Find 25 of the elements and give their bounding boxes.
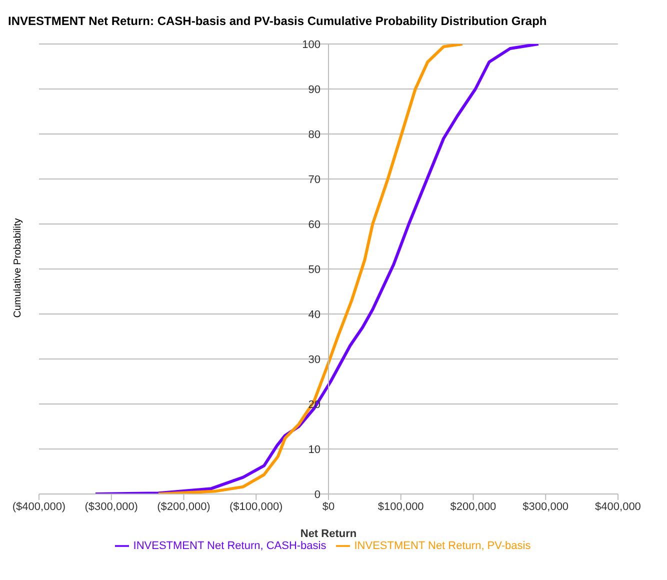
y-axis-title: Cumulative Probability [12, 218, 24, 318]
y-tick-label: 40 [308, 309, 320, 321]
y-tick-label: 80 [308, 129, 320, 141]
x-tick-label: ($400,000) [12, 500, 66, 513]
legend-label: INVESTMENT Net Return, CASH-basis [133, 540, 326, 552]
x-tick-label: ($100,000) [230, 500, 283, 513]
y-tick-label: 30 [308, 354, 320, 366]
y-tick-label: 50 [308, 264, 320, 276]
x-tick-label: $100,000 [378, 500, 424, 513]
x-tick-label: ($200,000) [157, 500, 210, 513]
chart-title: INVESTMENT Net Return: CASH-basis and PV-basis Cumulative Probability Distribution Graph [8, 13, 548, 30]
x-tick-label: $0 [322, 500, 335, 513]
y-tick-label: 20 [308, 399, 320, 411]
x-tick-label: $300,000 [522, 500, 569, 513]
x-tick-label: $400,000 [595, 500, 641, 513]
x-axis-title: Net Return [300, 528, 357, 540]
y-tick-label: 10 [308, 444, 320, 456]
y-tick-label: 90 [308, 84, 320, 96]
y-tick-label: 0 [314, 489, 320, 501]
legend-label: INVESTMENT Net Return, PV-basis [354, 540, 531, 552]
y-tick-label: 60 [308, 219, 320, 231]
y-tick-label: 100 [302, 39, 320, 51]
x-tick-label: ($300,000) [84, 500, 138, 513]
x-tick-label: $200,000 [450, 500, 496, 513]
y-tick-label: 70 [308, 174, 320, 186]
